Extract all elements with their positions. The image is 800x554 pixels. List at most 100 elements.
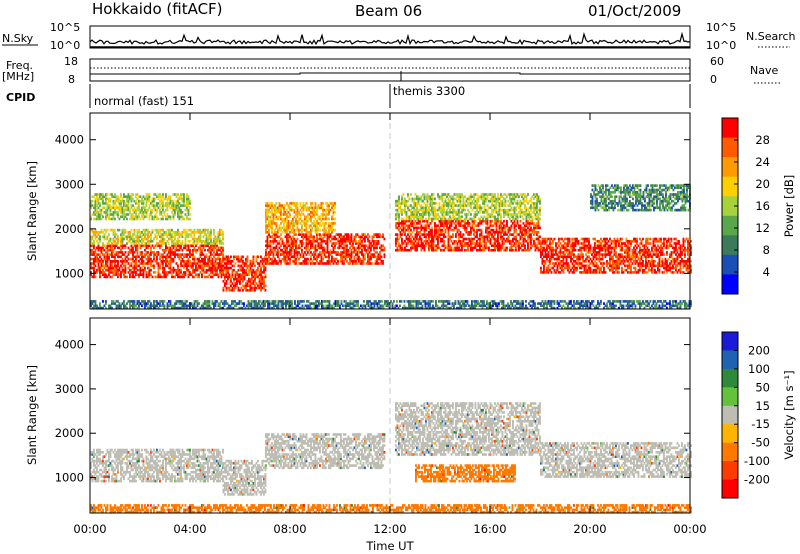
scatter-cell: [289, 206, 291, 210]
scatter-cell: [543, 255, 545, 259]
scatter-cell: [180, 233, 182, 236]
scatter-cell: [278, 228, 281, 232]
scatter-cell: [489, 193, 492, 196]
scatter-cell: [117, 251, 119, 254]
scatter-cell: [416, 226, 418, 230]
scatter-cell: [423, 195, 426, 198]
scatter-cell: [349, 240, 351, 243]
scatter-cell: [305, 262, 308, 265]
scatter-cell: [299, 215, 302, 219]
scatter-cell: [509, 226, 511, 230]
scatter-cell: [169, 233, 172, 236]
scatter-cell: [136, 268, 139, 272]
scatter-cell: [224, 262, 226, 265]
scatter-cell: [504, 231, 507, 234]
scatter-cell: [332, 202, 335, 205]
scatter-cell: [148, 197, 151, 201]
scatter-cell: [130, 213, 133, 216]
scatter-cell: [174, 231, 176, 234]
scatter-cell: [217, 248, 220, 252]
scatter-cell: [527, 208, 529, 212]
scatter-cell: [322, 240, 324, 243]
scatter-cell: [296, 211, 299, 214]
scatter-cell: [168, 242, 170, 245]
scatter-cell: [423, 248, 426, 252]
scatter-cell: [349, 255, 351, 259]
scatter-cell: [148, 275, 151, 279]
scatter-cell: [322, 228, 324, 232]
scatter-cell: [220, 253, 223, 256]
scatter-cell: [305, 240, 308, 243]
scatter-cell: [328, 253, 330, 256]
scatter-cell: [292, 217, 294, 221]
scatter-cell: [515, 215, 517, 219]
scatter-cell: [178, 202, 181, 205]
scatter-cell: [207, 257, 209, 261]
scatter-cell: [420, 228, 423, 232]
scatter-cell: [118, 208, 121, 212]
scatter-cell: [213, 237, 215, 241]
scatter-cell: [106, 211, 109, 214]
scatter-cell: [474, 215, 477, 219]
scatter-cell: [495, 237, 498, 241]
scatter-cell: [420, 199, 423, 203]
scatter-cell: [168, 197, 170, 201]
scatter-cell: [123, 215, 125, 219]
scatter-cell: [275, 226, 278, 230]
scatter-cell: [574, 248, 577, 252]
scatter-cell: [96, 268, 98, 272]
scatter-cell: [329, 248, 332, 252]
scatter-cell: [380, 248, 383, 252]
scatter-cell: [277, 235, 279, 239]
scatter-cell: [485, 226, 487, 230]
scatter-cell: [311, 260, 314, 263]
scatter-cell: [534, 246, 537, 250]
scatter-cell: [485, 228, 487, 232]
scatter-cell: [483, 246, 486, 250]
scatter-cell: [211, 248, 214, 252]
scatter-cell: [373, 242, 375, 245]
scatter-cell: [275, 224, 278, 227]
scatter-cell: [398, 199, 400, 203]
scatter-cell: [450, 197, 453, 201]
scatter-cell: [199, 244, 202, 247]
scatter-cell: [100, 193, 103, 196]
scatter-cell: [121, 213, 124, 216]
scatter-cell: [261, 280, 264, 283]
scatter-cell: [326, 206, 329, 210]
scatter-cell: [165, 233, 167, 236]
scatter-cell: [186, 193, 188, 196]
scatter-cell: [123, 213, 125, 216]
scatter-cell: [160, 206, 163, 210]
scatter-cell: [189, 273, 191, 276]
scatter-cell: [243, 262, 246, 265]
scatter-cell: [90, 266, 92, 270]
scatter-cell: [536, 244, 538, 247]
scatter-cell: [479, 242, 481, 245]
scatter-cell: [159, 204, 161, 207]
scatter-cell: [290, 202, 293, 205]
scatter-cell: [524, 231, 526, 234]
scatter-cell: [111, 260, 113, 263]
scatter-cell: [382, 248, 384, 252]
scatter-cell: [447, 235, 450, 239]
scatter-cell: [521, 193, 523, 196]
scatter-cell: [474, 204, 477, 207]
scatter-cell: [428, 233, 430, 236]
scatter-cell: [255, 286, 258, 290]
scatter-cell: [290, 208, 293, 212]
scatter-cell: [124, 262, 127, 265]
scatter-cell: [559, 248, 562, 252]
scatter-cell: [293, 251, 296, 254]
scatter-cell: [308, 237, 311, 241]
scatter-cell: [473, 217, 475, 221]
scatter-cell: [151, 208, 154, 212]
scatter-cell: [287, 206, 290, 210]
scatter-cell: [519, 202, 522, 205]
scatter-cell: [540, 242, 542, 245]
scatter-cell: [193, 228, 196, 232]
scatter-cell: [172, 206, 175, 210]
scatter-cell: [287, 219, 290, 223]
scatter-cell: [513, 235, 516, 239]
scatter-cell: [425, 226, 427, 230]
